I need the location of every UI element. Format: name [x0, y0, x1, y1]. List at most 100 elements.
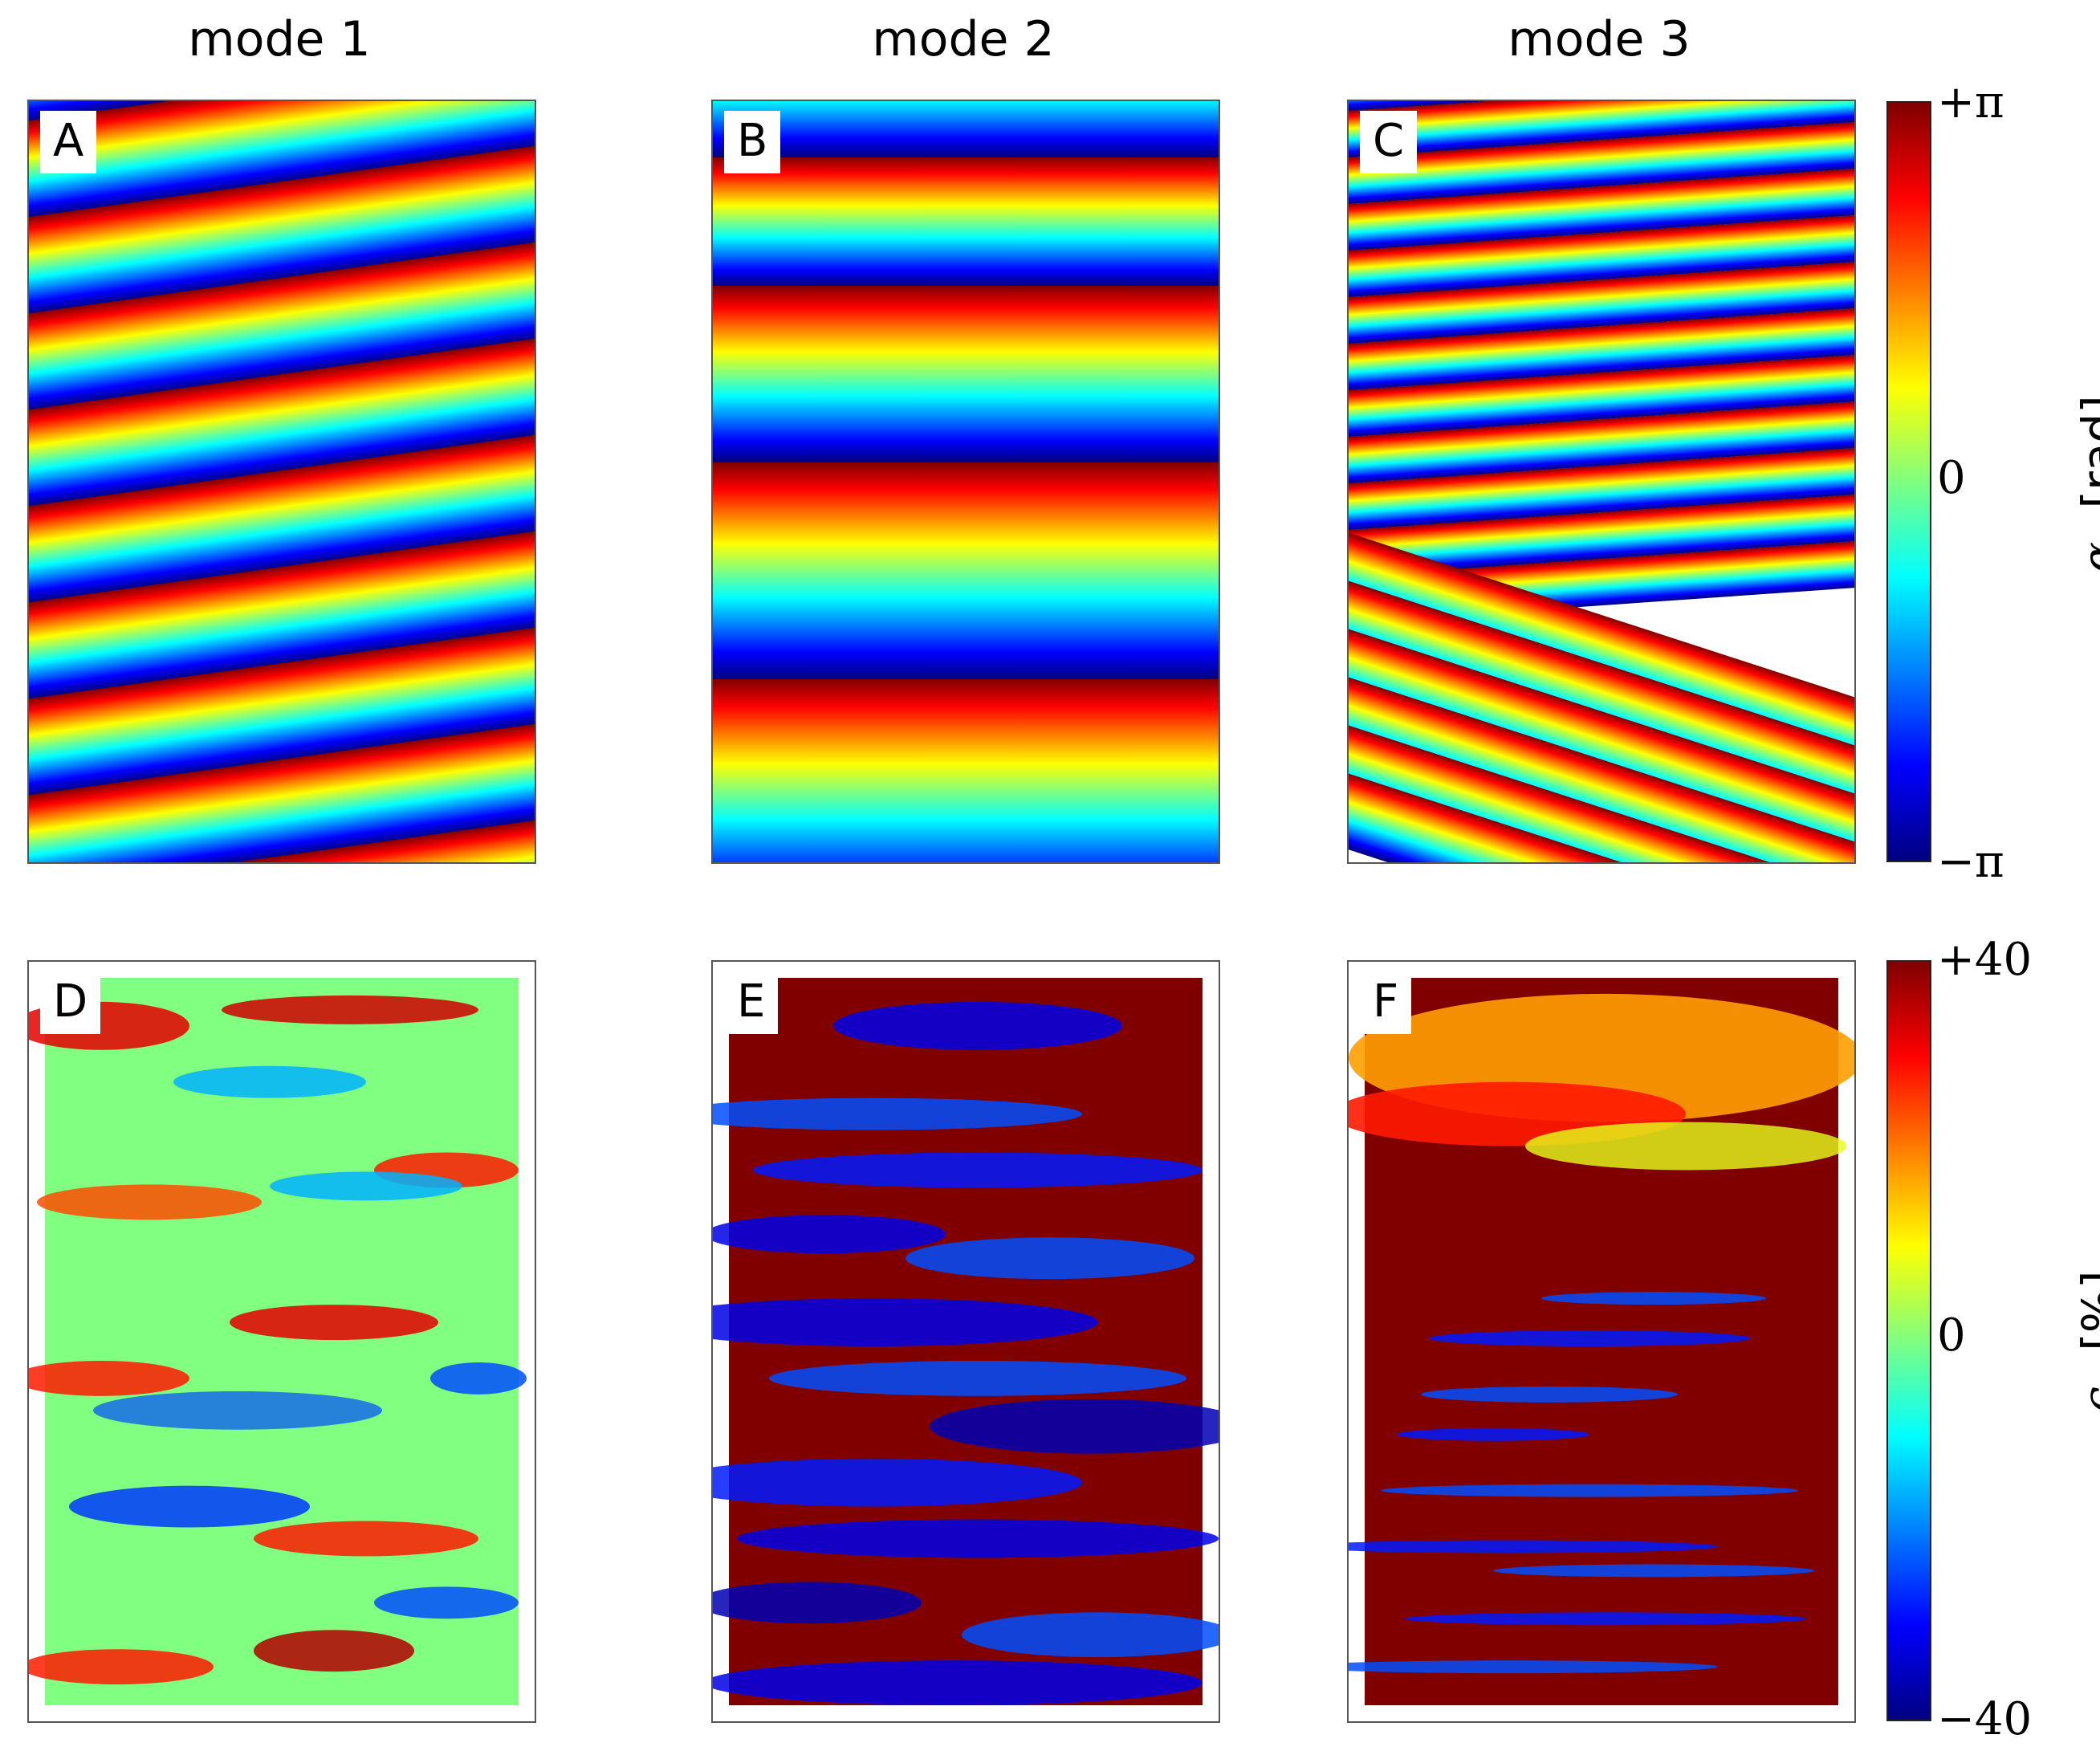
- strain-field-f-blob-3: [1541, 1292, 1766, 1305]
- phase-wrap-c-3: [1349, 204, 1854, 308]
- phase-field-b: [713, 101, 1219, 862]
- phase-wrap-b-4: [713, 679, 1219, 862]
- strain-field-f-blob-5: [1421, 1386, 1678, 1403]
- strain-field-e-blob-9: [737, 1519, 1219, 1558]
- phase-wrap-a-4: [29, 413, 535, 624]
- colorbar-bottom-symbol: ϵ: [2072, 1386, 2100, 1412]
- phase-defect-c-4: [1349, 679, 1854, 862]
- phase-wrap-a-6: [29, 605, 535, 816]
- strain-field-d-blob-14: [374, 1586, 519, 1619]
- strain-field-d-blob-7: [29, 1360, 189, 1396]
- panel-label-d: D: [40, 971, 101, 1034]
- strain-field-e-blob-12: [713, 1660, 1203, 1706]
- strain-field-d-background: [45, 977, 519, 1706]
- phase-defect-c-5: [1349, 727, 1854, 862]
- phase-field-a: [29, 101, 535, 862]
- phase-wrap-a-3: [29, 316, 535, 527]
- strain-field-e-blob-3: [713, 1215, 946, 1254]
- panel-f-heatmap: F: [1347, 960, 1856, 1723]
- strain-field-d-blob-9: [430, 1362, 527, 1395]
- phase-wrap-a-5: [29, 509, 535, 720]
- strain-field-f-blob-4: [1429, 1330, 1750, 1346]
- colorbar-bottom-min-tick: −40: [1937, 1693, 2033, 1745]
- strain-field-f-blob-9: [1493, 1564, 1814, 1578]
- strain-field-f-blob-8: [1349, 1540, 1718, 1553]
- phase-wrap-a-7: [29, 702, 535, 862]
- panel-a-heatmap: A: [27, 100, 536, 864]
- phase-wrap-a-1: [29, 124, 535, 335]
- colorbar-top-max-tick: +π: [1937, 76, 2004, 128]
- phase-wrap-b-2: [713, 286, 1219, 462]
- strain-field-d: [29, 977, 527, 1706]
- colorbar-top-subscript: x: [2097, 523, 2100, 542]
- panel-d-heatmap: D: [27, 960, 536, 1723]
- phase-field-c: [1349, 101, 1854, 862]
- colorbar-bottom-axis-label: ϵh [%]: [2072, 1181, 2100, 1502]
- strain-field-e: [713, 977, 1219, 1706]
- strain-field-d-blob-1: [222, 995, 478, 1024]
- phase-wrap-c-4: [1349, 250, 1854, 355]
- strain-field-e-blob-11: [962, 1612, 1219, 1658]
- strain-field-e-blob-6: [769, 1360, 1186, 1396]
- column-title-mode-1: mode 1: [188, 11, 371, 67]
- colorbar-bottom-subscript: h: [2097, 1366, 2100, 1386]
- phase-wrap-c-5: [1349, 297, 1854, 401]
- column-title-mode-2: mode 2: [872, 11, 1055, 67]
- strain-field-d-blob-4: [37, 1184, 262, 1220]
- panel-b-heatmap: B: [711, 100, 1220, 864]
- panel-label-b: B: [724, 111, 781, 173]
- phase-wrap-c-2: [1349, 157, 1854, 262]
- column-title-mode-3: mode 3: [1508, 11, 1691, 67]
- panel-label-e: E: [724, 971, 779, 1034]
- phase-wrap-b-1: [713, 157, 1219, 286]
- strain-field-f: [1349, 977, 1854, 1706]
- colorbar-bottom-mid-tick: 0: [1937, 1309, 1966, 1362]
- panel-label-c: C: [1360, 111, 1418, 173]
- colorbar-top-axis-label: αx [rad]: [2072, 324, 2100, 645]
- strain-field-d-blob-8: [93, 1391, 382, 1430]
- strain-field-e-blob-10: [713, 1582, 922, 1624]
- panel-label-f: F: [1360, 971, 1412, 1034]
- phase-wrap-b-3: [713, 462, 1219, 679]
- colorbar-bottom-unit: [%]: [2072, 1270, 2100, 1351]
- colorbar-bottom-max-tick: +40: [1937, 934, 2033, 986]
- phase-wrap-c-8: [1349, 437, 1854, 541]
- strain-field-f-blob-11: [1349, 1660, 1718, 1674]
- strain-field-d-blob-13: [29, 1649, 214, 1685]
- phase-wrap-a-0: [29, 101, 535, 238]
- cbarBot-gradient: [1888, 962, 1930, 1720]
- strain-field-e-blob-2: [753, 1152, 1203, 1188]
- phase-wrap-a-8: [29, 798, 535, 862]
- phase-wrap-a-2: [29, 220, 535, 431]
- strain-field-e-blob-7: [930, 1399, 1219, 1454]
- phase-wrap-c-1: [1349, 111, 1854, 215]
- cbarTop-gradient: [1888, 103, 1930, 861]
- strain-field-f-blob-2: [1525, 1122, 1846, 1171]
- strain-field-e-blob-1: [713, 1097, 1082, 1130]
- strain-field-d-blob-5: [270, 1171, 462, 1201]
- strain-field-e-blob-8: [713, 1458, 1082, 1507]
- strain-field-f-blob-7: [1381, 1484, 1798, 1497]
- strain-field-e-blob-4: [906, 1237, 1194, 1280]
- phase-defect-c-3: [1349, 631, 1854, 862]
- colorbar-top-unit: [rad]: [2072, 395, 2100, 509]
- strain-field-d-blob-12: [254, 1630, 414, 1672]
- strain-field-e-blob-0: [833, 1001, 1122, 1050]
- colorbar-epsilon-h: [1886, 960, 1931, 1721]
- strain-field-d-blob-6: [230, 1305, 438, 1341]
- strain-field-f-blob-6: [1397, 1427, 1589, 1441]
- colorbar-alpha-x: [1886, 101, 1931, 862]
- colorbar-top-min-tick: −π: [1937, 836, 2004, 888]
- panel-c-heatmap: C: [1347, 100, 1856, 864]
- colorbar-top-symbol: α: [2072, 542, 2100, 573]
- colorbar-top-mid-tick: 0: [1937, 452, 1966, 504]
- strain-field-e-blob-5: [713, 1298, 1098, 1346]
- phase-wrap-c-7: [1349, 390, 1854, 495]
- strain-field-f-blob-10: [1405, 1612, 1806, 1626]
- strain-field-d-blob-2: [173, 1065, 366, 1098]
- panel-e-heatmap: E: [711, 960, 1220, 1723]
- phase-wrap-c-6: [1349, 344, 1854, 448]
- phase-wrap-b-0: [713, 101, 1219, 157]
- strain-field-d-blob-10: [69, 1485, 310, 1528]
- strain-field-d-blob-11: [254, 1521, 478, 1557]
